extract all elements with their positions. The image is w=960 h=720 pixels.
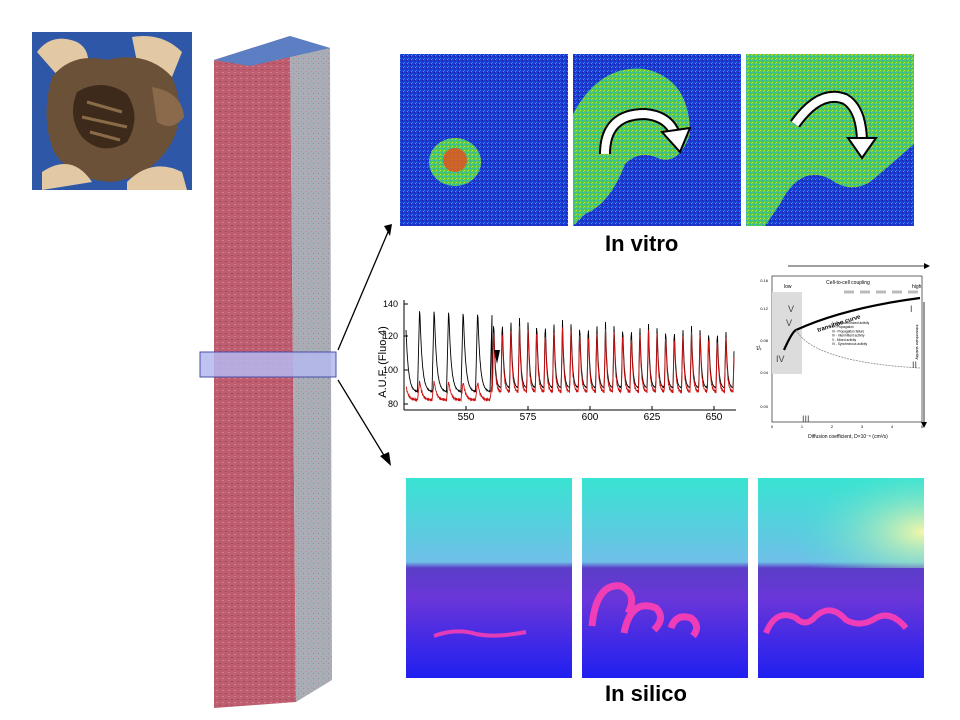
phase-region-3: III bbox=[802, 414, 810, 424]
trace-y-label: A.U.F. (Fluo-4) bbox=[377, 326, 389, 398]
phase-shaded-region bbox=[772, 292, 802, 374]
in-vitro-panels bbox=[400, 54, 914, 226]
trace-x-tick: 650 bbox=[706, 412, 723, 423]
phase-x-label: Diffusion coefficient, D×10⁻⁵ (cm²/s) bbox=[808, 434, 888, 440]
arrow-to-vitro bbox=[337, 231, 389, 351]
phase-legend-item: V - Mixed activity bbox=[832, 338, 856, 342]
in-silico-label: In silico bbox=[605, 681, 687, 706]
phase-legend-item: VI - Synchronous activity bbox=[832, 342, 867, 346]
phase-legend-item: I - Desynchronized activity bbox=[832, 321, 870, 325]
phase-y-label: τ/ᵣ bbox=[756, 346, 762, 352]
vitro-frame-1 bbox=[400, 54, 568, 226]
selected-slice-highlight[interactable] bbox=[199, 351, 337, 378]
phase-legend-item: IV - Intermittent activity bbox=[832, 334, 865, 338]
phase-x-tick: 3 bbox=[861, 424, 864, 429]
trace-x-tick: 550 bbox=[458, 412, 475, 423]
phase-right-label: Intracellular stability bbox=[915, 324, 920, 359]
trace-marker-arrow bbox=[494, 350, 500, 364]
in-silico-panels bbox=[406, 478, 924, 678]
phase-y-tick: 0.04 bbox=[760, 370, 769, 375]
heart-illustration bbox=[32, 32, 192, 190]
phase-region-6: V bbox=[786, 318, 792, 328]
trace-y-tick: 80 bbox=[388, 399, 398, 409]
tissue-top-face bbox=[214, 36, 330, 66]
trace-y-tick: 120 bbox=[383, 331, 398, 341]
phase-curve-main bbox=[782, 296, 921, 351]
heart-photo bbox=[32, 32, 192, 190]
arrow-to-silico bbox=[337, 379, 386, 458]
phase-curve-secondary bbox=[795, 329, 921, 369]
phase-region-5: V bbox=[788, 304, 794, 314]
phase-legend-item: II - Propagation bbox=[832, 325, 854, 329]
trace-series-red bbox=[405, 326, 735, 403]
silico-frame-2 bbox=[582, 478, 748, 678]
trace-x-tick: 625 bbox=[644, 412, 661, 423]
calcium-trace-chart: A.U.F. (Fluo-4) 140 120 100 80 550 575 600 625… bbox=[377, 299, 736, 423]
phase-y-tick: 0.08 bbox=[760, 338, 769, 343]
in-vitro-label: In vitro bbox=[605, 231, 679, 256]
phase-y-tick: 0.16 bbox=[760, 278, 769, 283]
arrow-to-silico-head bbox=[380, 452, 391, 466]
phase-high-label: high bbox=[912, 284, 922, 290]
phase-diagram-chart: Cell-to-cell coupling low high transitio… bbox=[756, 263, 930, 440]
phase-region-1: I bbox=[910, 304, 913, 314]
trace-x-tick: 600 bbox=[582, 412, 599, 423]
phase-x-tick: 4 bbox=[891, 424, 894, 429]
trace-x-tick: 575 bbox=[520, 412, 537, 423]
trace-y-tick: 100 bbox=[383, 365, 398, 375]
phase-y-tick: 0.00 bbox=[760, 404, 769, 409]
phase-x-tick: 1 bbox=[801, 424, 804, 429]
phase-x-tick: 0 bbox=[771, 424, 774, 429]
phase-region-4: IV bbox=[776, 354, 785, 364]
phase-region-2: II bbox=[912, 360, 917, 370]
phase-legend-item: III - Propagation failure bbox=[832, 329, 864, 333]
phase-top-label: Cell-to-cell coupling bbox=[826, 280, 870, 286]
arrow-to-vitro-head bbox=[384, 224, 392, 236]
phase-x-tick: 2 bbox=[831, 424, 834, 429]
phase-y-tick: 0.12 bbox=[760, 306, 769, 311]
silico-frame-1 bbox=[406, 478, 572, 678]
phase-low-label: low bbox=[784, 284, 792, 290]
phase-x-tick: 5 bbox=[921, 424, 924, 429]
trace-y-tick: 140 bbox=[383, 299, 398, 309]
